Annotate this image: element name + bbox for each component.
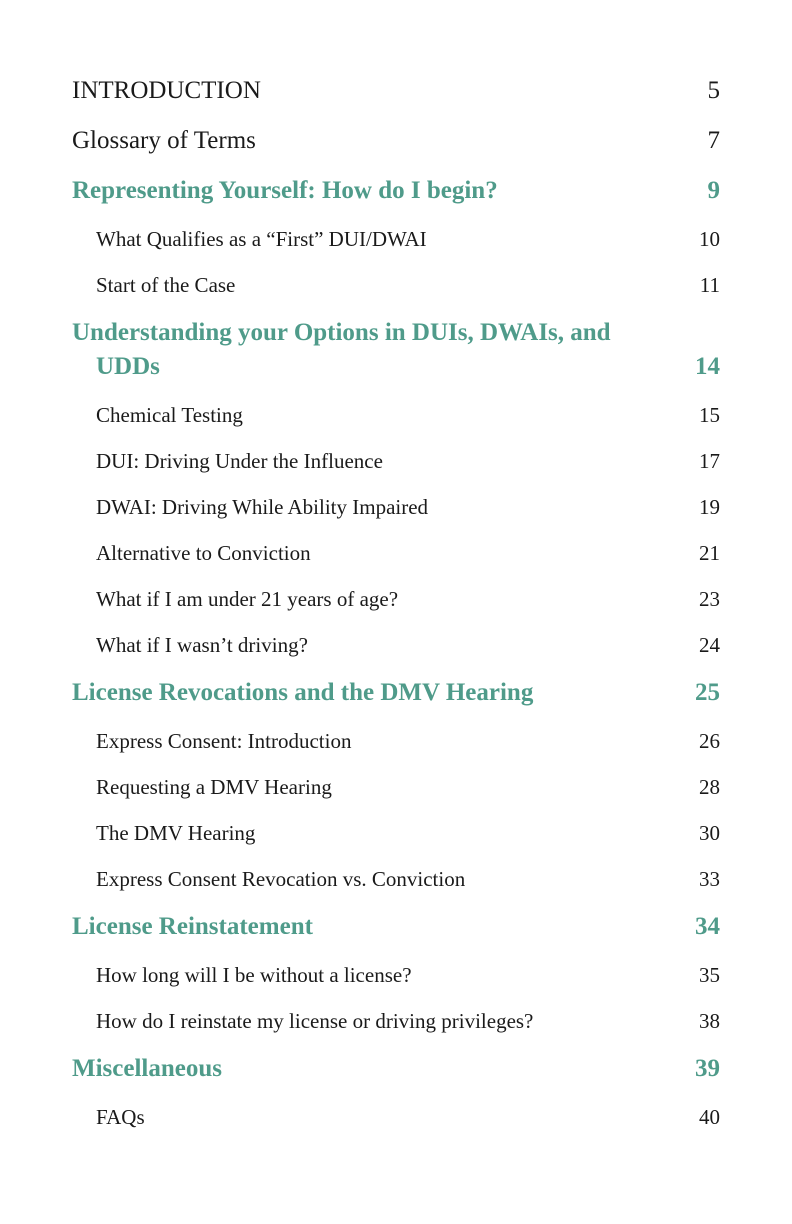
- toc-subentry-title: Express Consent Revocation vs. Convictio…: [96, 867, 466, 891]
- toc-subentry-page: 10: [699, 227, 720, 251]
- toc-subentry[interactable]: How do I reinstate my license or driving…: [72, 1004, 720, 1050]
- toc-section-page: 25: [695, 679, 720, 706]
- toc-entry-page: 7: [707, 127, 721, 154]
- toc-subentry-title: The DMV Hearing: [96, 821, 256, 845]
- toc-section-title: Miscellaneous: [72, 1055, 222, 1082]
- toc-entry-introduction[interactable]: INTRODUCTION 5: [72, 72, 720, 122]
- toc-subentry-title: Express Consent: Introduction: [96, 729, 352, 753]
- toc-subentry-page: 33: [699, 867, 720, 891]
- toc-subentry-title: What if I am under 21 years of age?: [96, 587, 399, 611]
- toc-subentry-page: 30: [699, 821, 720, 845]
- toc-section-title-line2: UDDs: [96, 353, 160, 380]
- toc-subentry[interactable]: How long will I be without a license? 35: [72, 958, 720, 1004]
- toc-section-page: 9: [707, 177, 721, 204]
- toc-subentry[interactable]: What if I wasn’t driving? 24: [72, 628, 720, 674]
- toc-entry-title: Glossary of Terms: [72, 127, 256, 154]
- toc-entry-title: INTRODUCTION: [72, 77, 261, 104]
- toc-subentry-page: 26: [699, 729, 720, 753]
- toc-subentry-page: 19: [699, 495, 720, 519]
- toc-subentry[interactable]: Chemical Testing 15: [72, 398, 720, 444]
- toc-subentry-title: What Qualifies as a “First” DUI/DWAI: [96, 227, 427, 251]
- toc-subentry-page: 21: [699, 541, 720, 565]
- toc-subentry[interactable]: DUI: Driving Under the Influence 17: [72, 444, 720, 490]
- toc-section-page: 14: [695, 353, 720, 380]
- toc-subentry-title: DUI: Driving Under the Influence: [96, 449, 383, 473]
- toc-subentry-title: What if I wasn’t driving?: [96, 633, 308, 657]
- toc-subentry-page: 38: [699, 1009, 720, 1033]
- toc-subentry[interactable]: Express Consent: Introduction 26: [72, 724, 720, 770]
- toc-entry-glossary[interactable]: Glossary of Terms 7: [72, 122, 720, 172]
- toc-subentry-title: How long will I be without a license?: [96, 963, 412, 987]
- toc-entry-page: 5: [707, 77, 721, 104]
- toc-section-miscellaneous[interactable]: Miscellaneous 39: [72, 1050, 720, 1100]
- toc-subentry-title: Start of the Case: [96, 273, 236, 297]
- toc-section-page: 39: [695, 1055, 720, 1082]
- toc-subentry[interactable]: DWAI: Driving While Ability Impaired 19: [72, 490, 720, 536]
- toc-section-representing-yourself[interactable]: Representing Yourself: How do I begin? 9: [72, 172, 720, 222]
- toc-subentry[interactable]: Start of the Case 11: [72, 268, 720, 314]
- toc-subentry-title: DWAI: Driving While Ability Impaired: [96, 495, 429, 519]
- toc-subentry-title: Alternative to Conviction: [96, 541, 311, 565]
- toc-subentry[interactable]: FAQs 40: [72, 1100, 720, 1146]
- toc-subentry[interactable]: Express Consent Revocation vs. Convictio…: [72, 862, 720, 908]
- toc-subentry[interactable]: Alternative to Conviction 21: [72, 536, 720, 582]
- toc-section-title-line1: Understanding your Options in DUIs, DWAI…: [72, 319, 611, 346]
- toc-subentry[interactable]: What if I am under 21 years of age? 23: [72, 582, 720, 628]
- toc-subentry-title: FAQs: [96, 1105, 145, 1129]
- toc-section-understanding-options[interactable]: Understanding your Options in DUIs, DWAI…: [72, 314, 720, 398]
- toc-section-page: 34: [695, 913, 720, 940]
- table-of-contents: INTRODUCTION 5 Glossary of Terms 7 Repre…: [72, 72, 720, 1146]
- toc-subentry[interactable]: The DMV Hearing 30: [72, 816, 720, 862]
- toc-subentry-page: 23: [699, 587, 720, 611]
- toc-subentry-page: 28: [699, 775, 720, 799]
- toc-subentry[interactable]: What Qualifies as a “First” DUI/DWAI 10: [72, 222, 720, 268]
- toc-section-title: License Reinstatement: [72, 913, 313, 940]
- toc-section-title: Representing Yourself: How do I begin?: [72, 177, 498, 204]
- toc-subentry-page: 40: [699, 1105, 720, 1129]
- toc-subentry-page: 35: [699, 963, 720, 987]
- toc-section-title: License Revocations and the DMV Hearing: [72, 679, 534, 706]
- toc-subentry-title: Chemical Testing: [96, 403, 243, 427]
- toc-subentry-title: How do I reinstate my license or driving…: [96, 1009, 534, 1033]
- toc-section-title-line2-row: UDDs 14: [72, 350, 720, 384]
- toc-section-license-reinstatement[interactable]: License Reinstatement 34: [72, 908, 720, 958]
- toc-subentry[interactable]: Requesting a DMV Hearing 28: [72, 770, 720, 816]
- toc-subentry-page: 15: [699, 403, 720, 427]
- toc-subentry-page: 11: [699, 273, 720, 297]
- toc-subentry-page: 17: [699, 449, 720, 473]
- toc-subentry-title: Requesting a DMV Hearing: [96, 775, 332, 799]
- toc-section-license-revocations[interactable]: License Revocations and the DMV Hearing …: [72, 674, 720, 724]
- toc-subentry-page: 24: [699, 633, 720, 657]
